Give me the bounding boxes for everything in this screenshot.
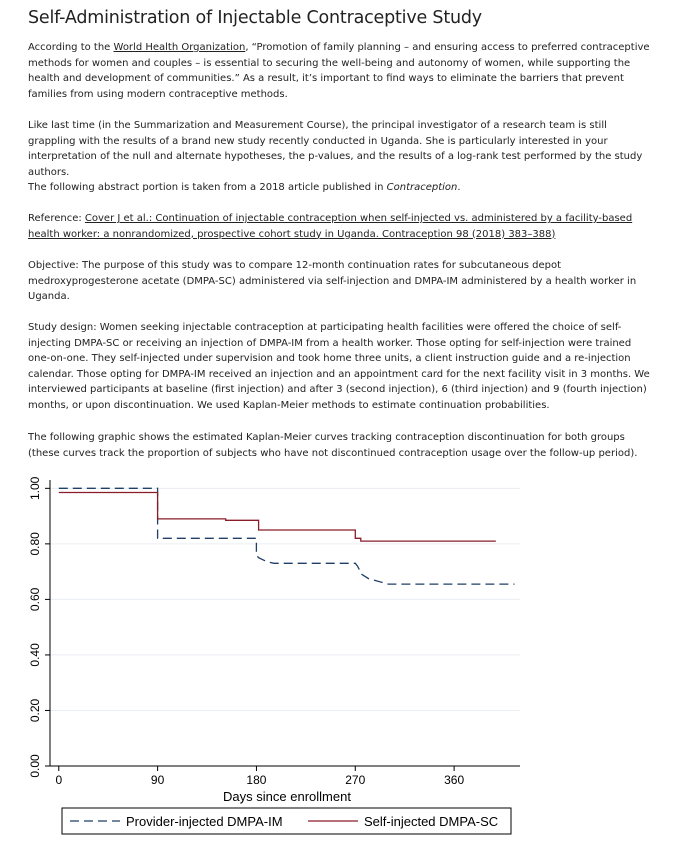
- abstract-source-paragraph: The following abstract portion is taken …: [28, 180, 656, 196]
- series-lines: [58, 487, 515, 585]
- objective-paragraph: Objective: The purpose of this study was…: [28, 260, 637, 302]
- graphic-intro-paragraph: The following graphic shows the estimate…: [28, 432, 638, 459]
- legend-self-label: Self-injected DMPA-SC: [364, 814, 498, 829]
- reference-label: Reference:: [28, 213, 85, 224]
- y-tick-label: 1.00: [28, 476, 42, 500]
- kaplan-meier-chart: 0.00 0.20 0.40 0.60 0.80 1.00 0 90 180 270 360 Day…: [28, 476, 520, 835]
- plot-area: [50, 480, 520, 766]
- y-tick-label: 0.80: [28, 532, 42, 556]
- x-tick-label: 180: [246, 773, 266, 787]
- x-tick-label: 270: [345, 773, 365, 787]
- y-tick-label: 0.40: [28, 643, 42, 667]
- axes: 0.00 0.20 0.40 0.60 0.80 1.00 0 90 180 270 360: [28, 476, 520, 787]
- reference-paragraph: Reference: Cover J et al.: Continuation …: [28, 211, 656, 242]
- x-tick-label: 0: [55, 773, 62, 787]
- legend: Provider-injected DMPA-IM Self-injected D…: [61, 807, 512, 835]
- who-link[interactable]: World Health Organization: [113, 42, 246, 53]
- y-tick-label: 0.00: [28, 754, 42, 778]
- reference-link[interactable]: Cover J et al.: Continuation of injectab…: [28, 213, 633, 240]
- study-design-paragraph: Study design: Women seeking injectable c…: [28, 322, 650, 411]
- self-injected-curve: [58, 491, 496, 542]
- context-paragraph: Like last time (in the Summarization and…: [28, 120, 643, 178]
- intro-suffix: , “Promotion of family planning – and en…: [28, 42, 650, 100]
- legend-provider-label: Provider-injected DMPA-IM: [126, 814, 283, 829]
- intro-prefix: According to the: [28, 42, 114, 53]
- intro-paragraph: According to the World Health Organizati…: [28, 40, 656, 102]
- x-tick-label: 90: [151, 773, 165, 787]
- y-tick-label: 0.20: [28, 698, 42, 722]
- provider-injected-curve: [58, 487, 515, 585]
- abstract-source-prefix: The following abstract portion is taken …: [28, 182, 387, 193]
- x-axis-label: Days since enrollment: [223, 789, 351, 804]
- y-tick-label: 0.60: [28, 587, 42, 611]
- journal-name: Contraception: [386, 182, 458, 193]
- cut-off-text: [28, 834, 588, 841]
- x-tick-label: 360: [444, 773, 464, 787]
- abstract-source-suffix: .: [457, 182, 461, 193]
- legend-box: [61, 807, 512, 835]
- page-title: Self-Administration of Injectable Contra…: [28, 8, 482, 28]
